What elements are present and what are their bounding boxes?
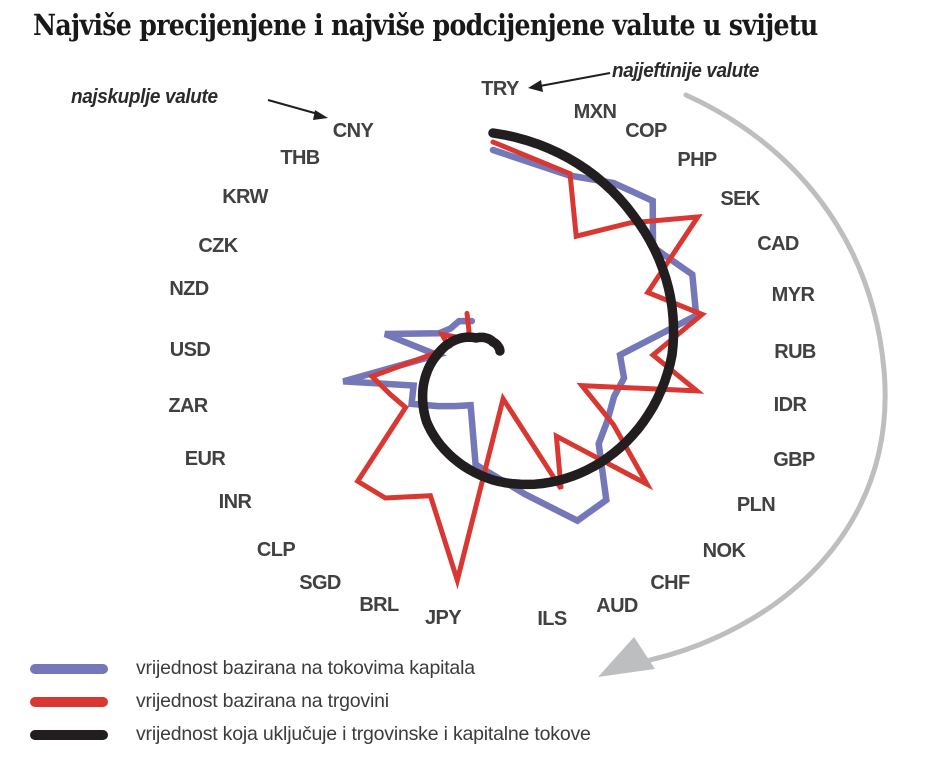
- legend-label-trade: vrijednost bazirana na trgovini: [136, 690, 389, 712]
- currency-label-THB: THB: [280, 147, 319, 169]
- annotation-most-expensive: najskuplje valute: [71, 86, 218, 108]
- currency-label-BRL: BRL: [359, 594, 399, 616]
- legend-label-capital: vrijednost bazirana na tokovima kapitala: [136, 657, 475, 679]
- currency-label-COP: COP: [625, 120, 667, 142]
- currency-label-MXN: MXN: [574, 101, 617, 123]
- flow-arrow-shaft-icon: [647, 92, 888, 663]
- series-combined-spiral: [417, 128, 679, 490]
- currency-label-CAD: CAD: [757, 233, 799, 255]
- legend: vrijednost bazirana na tokovima kapitala…: [30, 652, 591, 751]
- currency-label-CHF: CHF: [650, 572, 690, 594]
- currency-label-USD: USD: [170, 339, 211, 361]
- legend-row-trade: vrijednost bazirana na trgovini: [30, 685, 591, 718]
- series-capital_flows-line: [342, 146, 700, 525]
- currency-label-JPY: JPY: [425, 607, 462, 629]
- currency-label-SGD: SGD: [299, 572, 341, 594]
- currency-label-TRY: TRY: [481, 78, 520, 100]
- currency-label-CZK: CZK: [198, 235, 238, 257]
- currency-label-GBP: GBP: [773, 449, 815, 471]
- expensive-arrow-icon: [267, 99, 319, 115]
- currency-label-RUB: RUB: [774, 341, 816, 363]
- expensive-arrow-head-icon: [313, 110, 328, 120]
- currency-label-CNY: CNY: [333, 120, 375, 142]
- currency-label-ILS: ILS: [537, 608, 567, 630]
- currency-label-NOK: NOK: [703, 540, 747, 562]
- currency-label-PHP: PHP: [677, 149, 717, 171]
- currency-label-PLN: PLN: [737, 494, 775, 516]
- legend-row-capital: vrijednost bazirana na tokovima kapitala: [30, 652, 591, 685]
- currency-label-NZD: NZD: [169, 278, 208, 300]
- annotation-cheapest: najjeftinije valute: [612, 60, 759, 82]
- currency-label-MYR: MYR: [772, 284, 816, 306]
- currency-label-INR: INR: [219, 491, 253, 513]
- currency-label-ZAR: ZAR: [168, 395, 208, 417]
- chart-title: Najviše precijenjene i najviše podcijenj…: [33, 8, 818, 42]
- legend-swatch-capital-icon: [30, 663, 108, 674]
- legend-label-combined: vrijednost koja uključuje i trgovinske i…: [136, 723, 591, 745]
- legend-swatch-combined-icon: [30, 729, 108, 740]
- legend-swatch-trade-icon: [30, 696, 108, 707]
- currency-label-CLP: CLP: [257, 539, 295, 561]
- cheap-arrow-icon: [539, 72, 611, 87]
- legend-row-combined: vrijednost koja uključuje i trgovinske i…: [30, 718, 591, 751]
- cheap-arrow-head-icon: [528, 80, 543, 92]
- currency-label-KRW: KRW: [222, 186, 268, 208]
- currency-label-IDR: IDR: [774, 394, 808, 416]
- currency-label-SEK: SEK: [720, 188, 760, 210]
- currency-label-EUR: EUR: [185, 448, 227, 470]
- flow-arrow-head-icon: [598, 637, 655, 677]
- currency-label-AUD: AUD: [596, 595, 638, 617]
